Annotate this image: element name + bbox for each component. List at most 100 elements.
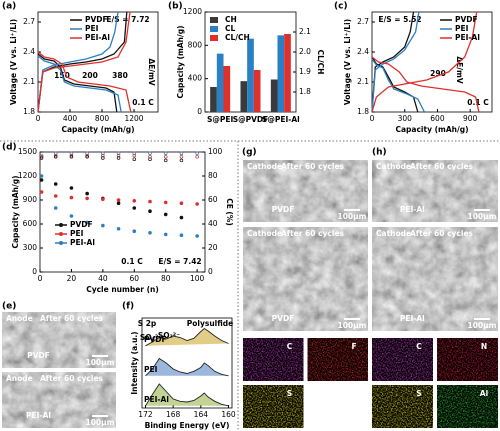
y-tick-label: 1.8 (23, 107, 35, 116)
legend-label: PVDF (455, 15, 478, 24)
micrograph (243, 227, 368, 331)
capacity-point (101, 197, 105, 201)
ce-point (163, 158, 168, 163)
image-label: Anode (6, 374, 33, 383)
x-tick-label: 300 (398, 114, 413, 123)
legend-label: PVDF (70, 220, 93, 229)
eds-label: C (416, 342, 422, 351)
capacity-point (85, 191, 89, 196)
eds-map (437, 385, 498, 428)
ce-point (85, 153, 89, 158)
ce-point (148, 155, 152, 159)
y-tick-label: 2.1 (357, 77, 369, 86)
annotation: ΔE/mV (147, 58, 156, 85)
y-tick-label: 300 (23, 243, 38, 252)
ce-point (85, 151, 89, 155)
legend-swatch (210, 17, 218, 23)
ce-point (163, 151, 168, 155)
eds-map (307, 338, 368, 381)
annotation: 0.1 C (121, 257, 143, 266)
legend-label: CL (225, 24, 236, 33)
y-tick-label: 800 (188, 40, 203, 49)
y2-tick-label: 40 (208, 219, 218, 228)
capacity-point (195, 234, 199, 238)
plot-frame (141, 317, 233, 409)
ce-point (132, 153, 137, 158)
annotation: ΔE/mV (455, 56, 464, 83)
y-tick-label: 2.1 (23, 77, 35, 86)
ce-point (116, 151, 121, 155)
scale-label: 100μm (86, 358, 115, 367)
y-tick-label: 2.4 (23, 47, 35, 56)
x-tick-label: 100 (190, 274, 205, 283)
y-tick-label: 600 (23, 219, 38, 228)
legend-marker (59, 241, 63, 245)
image-label: Cathode (247, 162, 282, 171)
ce-point (132, 157, 137, 161)
image-label: Cathode (247, 229, 282, 238)
ce-point (116, 153, 121, 158)
spectrum-label: PVDF (144, 335, 167, 344)
micrograph (2, 372, 116, 428)
y2-tick-label: 100 (208, 147, 223, 156)
y2-tick-label: 2.0 (299, 47, 311, 56)
x-tick-label: 900 (463, 114, 478, 123)
x-tick-label: 20 (67, 274, 77, 283)
ce-point (39, 156, 44, 160)
y-tick-label: 0 (32, 267, 37, 276)
x-tick-label: 600 (430, 114, 445, 123)
x-tick-label: 172 (138, 410, 153, 419)
y-tick-label: 900 (23, 195, 38, 204)
y2-tick-label: 80 (208, 171, 218, 180)
eds-map (372, 338, 433, 381)
annotation: Polysulfide (187, 319, 234, 328)
capacity-point (163, 212, 168, 217)
voltage-curve (37, 11, 122, 113)
y2-tick-label: 1.8 (299, 87, 311, 96)
y-axis-label: Intensity (a.u.) (130, 331, 139, 394)
sample-label: PVDF (27, 351, 50, 360)
x-axis-label: Capacity (mAh/g) (61, 125, 134, 134)
capacity-point (179, 233, 184, 237)
bar (216, 53, 224, 112)
annotation: E/S = 7.72 (106, 15, 149, 24)
panel-label: (g) (242, 148, 257, 158)
x-tick-label: 0 (38, 274, 43, 283)
scale-label: 100μm (86, 418, 115, 427)
voltage-curve (371, 11, 425, 113)
y2-tick-label: 2.1 (299, 27, 311, 36)
legend-label: PVDF (85, 15, 108, 24)
panel-label: (h) (372, 148, 387, 158)
annotation: E/S = 5.52 (378, 15, 421, 24)
y-axis-label: Voltage (V vs. Li⁺/Li) (343, 19, 352, 105)
spectrum-label: PEI (144, 365, 158, 374)
spectrum (145, 383, 229, 407)
x-tick-label: 40 (98, 274, 108, 283)
eds-label: N (481, 342, 487, 351)
ce-point (148, 151, 152, 155)
x-axis-label: Cycle number (n) (86, 285, 159, 294)
ce-point (195, 155, 199, 159)
micrograph (2, 312, 116, 368)
eds-map (437, 338, 498, 381)
y-tick-label: 2.7 (357, 17, 369, 26)
legend-label: PEI (70, 229, 84, 238)
bar (223, 66, 231, 112)
bar (284, 34, 291, 112)
ce-point (101, 156, 105, 160)
capacity-point (132, 199, 137, 203)
voltage-curve (371, 11, 480, 113)
legend-swatch (210, 26, 218, 32)
spectrum (145, 327, 229, 347)
annotation: SO₃²⁻ (158, 331, 180, 340)
y-tick-label: 1.8 (357, 107, 369, 116)
annotation: 380 (112, 71, 128, 80)
image-label: After 60 cycles (281, 229, 345, 238)
panel-label: (c) (334, 2, 348, 12)
annotation: 0.1 C (467, 98, 489, 107)
legend-label: CL/CH (225, 33, 250, 42)
capacity-point (53, 206, 58, 210)
ce-point (39, 155, 44, 159)
sample-label: PEI-Al (400, 205, 425, 214)
